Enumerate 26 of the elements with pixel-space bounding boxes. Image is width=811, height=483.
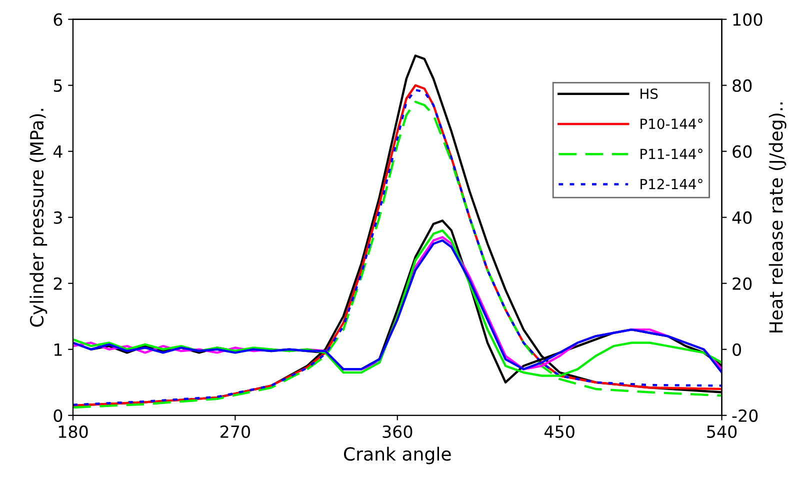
y2-tick-label: 0 xyxy=(732,343,742,356)
x-tick-label: 270 xyxy=(220,425,250,438)
y2-axis-title: Heat release rate (J/deg).. xyxy=(768,102,786,332)
legend-label: P10-144° xyxy=(640,118,702,130)
y-tick-label: 5 xyxy=(54,80,62,92)
y-tick-label: 2 xyxy=(54,277,62,290)
y-axis-title: Cylinder pressure (MPa). xyxy=(30,108,48,327)
legend-label: HS xyxy=(640,88,658,99)
y-tick-label: 3 xyxy=(54,211,62,224)
x-tick-label: 180 xyxy=(58,425,88,438)
y2-tick-label: 20 xyxy=(732,277,752,290)
y-tick-label: 1 xyxy=(54,344,62,356)
x-tick-label: 540 xyxy=(707,425,737,438)
x-tick-label: 450 xyxy=(544,425,574,438)
legend-label: P12-144° xyxy=(640,178,702,190)
x-axis-title: Crank angle xyxy=(344,446,451,464)
y2-tick-label: 60 xyxy=(732,145,752,158)
y2-tick-label: 80 xyxy=(732,79,752,92)
y-tick-label: 0 xyxy=(54,409,62,422)
x-tick-label: 360 xyxy=(382,425,412,438)
y-tick-label: 4 xyxy=(53,146,62,158)
y2-tick-label: 100 xyxy=(733,13,762,26)
legend-label: P11-144° xyxy=(640,148,702,159)
y-tick-label: 6 xyxy=(54,13,62,26)
y2-tick-label: -20 xyxy=(732,409,758,422)
y2-tick-label: 40 xyxy=(732,211,752,224)
